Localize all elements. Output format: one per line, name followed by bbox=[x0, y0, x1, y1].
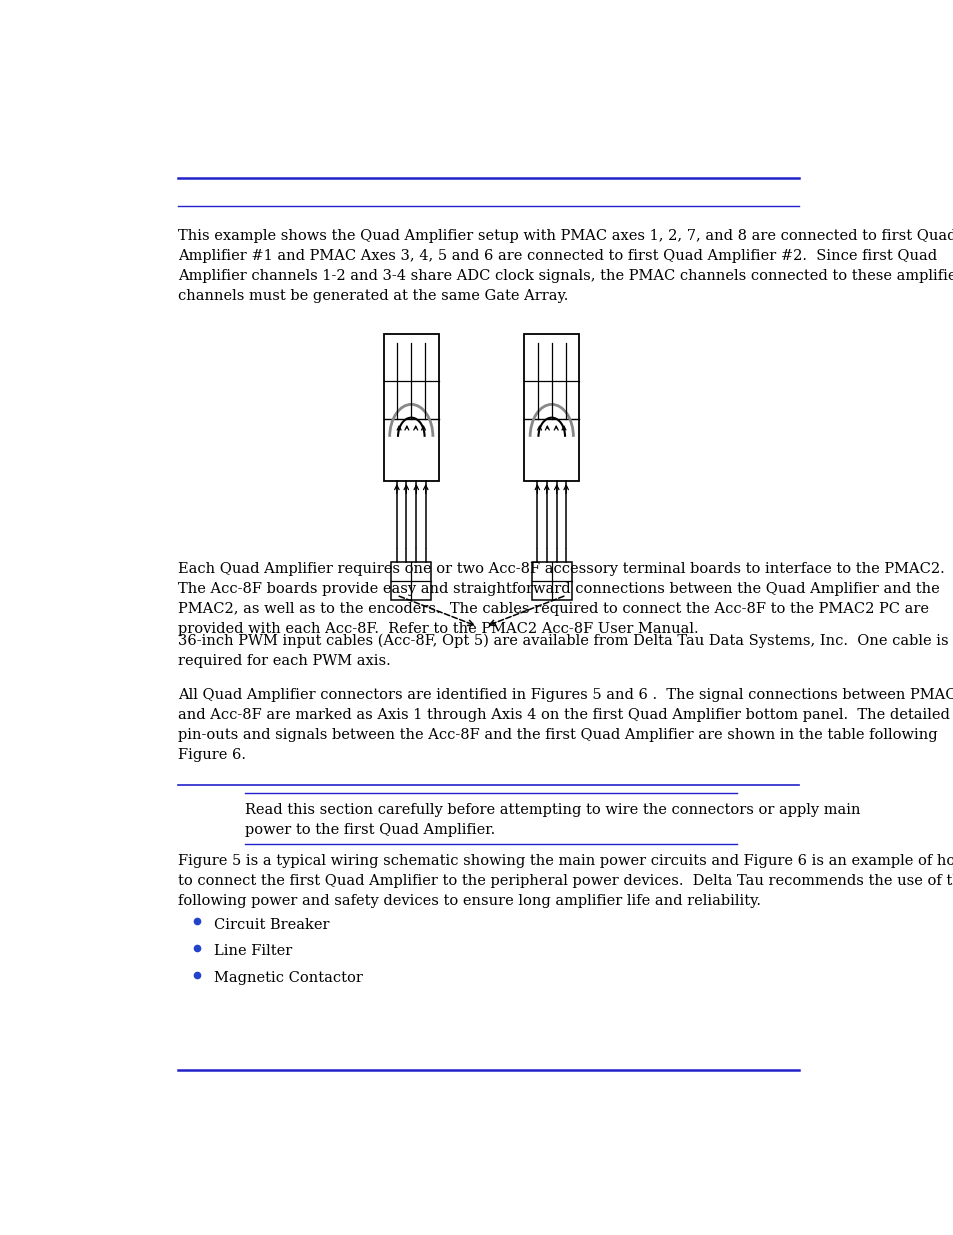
Text: Figure 5 is a typical wiring schematic showing the main power circuits and Figur: Figure 5 is a typical wiring schematic s… bbox=[178, 853, 953, 908]
Text: Line Filter: Line Filter bbox=[213, 944, 292, 958]
Bar bbox=[523, 333, 578, 482]
Text: Magnetic Contactor: Magnetic Contactor bbox=[213, 971, 362, 984]
Text: Read this section carefully before attempting to wire the connectors or apply ma: Read this section carefully before attem… bbox=[245, 804, 860, 837]
Bar bbox=[391, 562, 431, 600]
Text: 36-inch PWM input cables (Acc-8F, Opt 5) are available from Delta Tau Data Syste: 36-inch PWM input cables (Acc-8F, Opt 5)… bbox=[178, 634, 948, 668]
Bar bbox=[383, 333, 438, 482]
Text: Each Quad Amplifier requires one or two Acc-8F accessory terminal boards to inte: Each Quad Amplifier requires one or two … bbox=[178, 562, 944, 636]
Text: This example shows the Quad Amplifier setup with PMAC axes 1, 2, 7, and 8 are co: This example shows the Quad Amplifier se… bbox=[178, 228, 953, 303]
Text: All Quad Amplifier connectors are identified in Figures 5 and 6 .  The signal co: All Quad Amplifier connectors are identi… bbox=[178, 688, 953, 762]
Text: Circuit Breaker: Circuit Breaker bbox=[213, 918, 329, 931]
Bar bbox=[531, 562, 571, 600]
